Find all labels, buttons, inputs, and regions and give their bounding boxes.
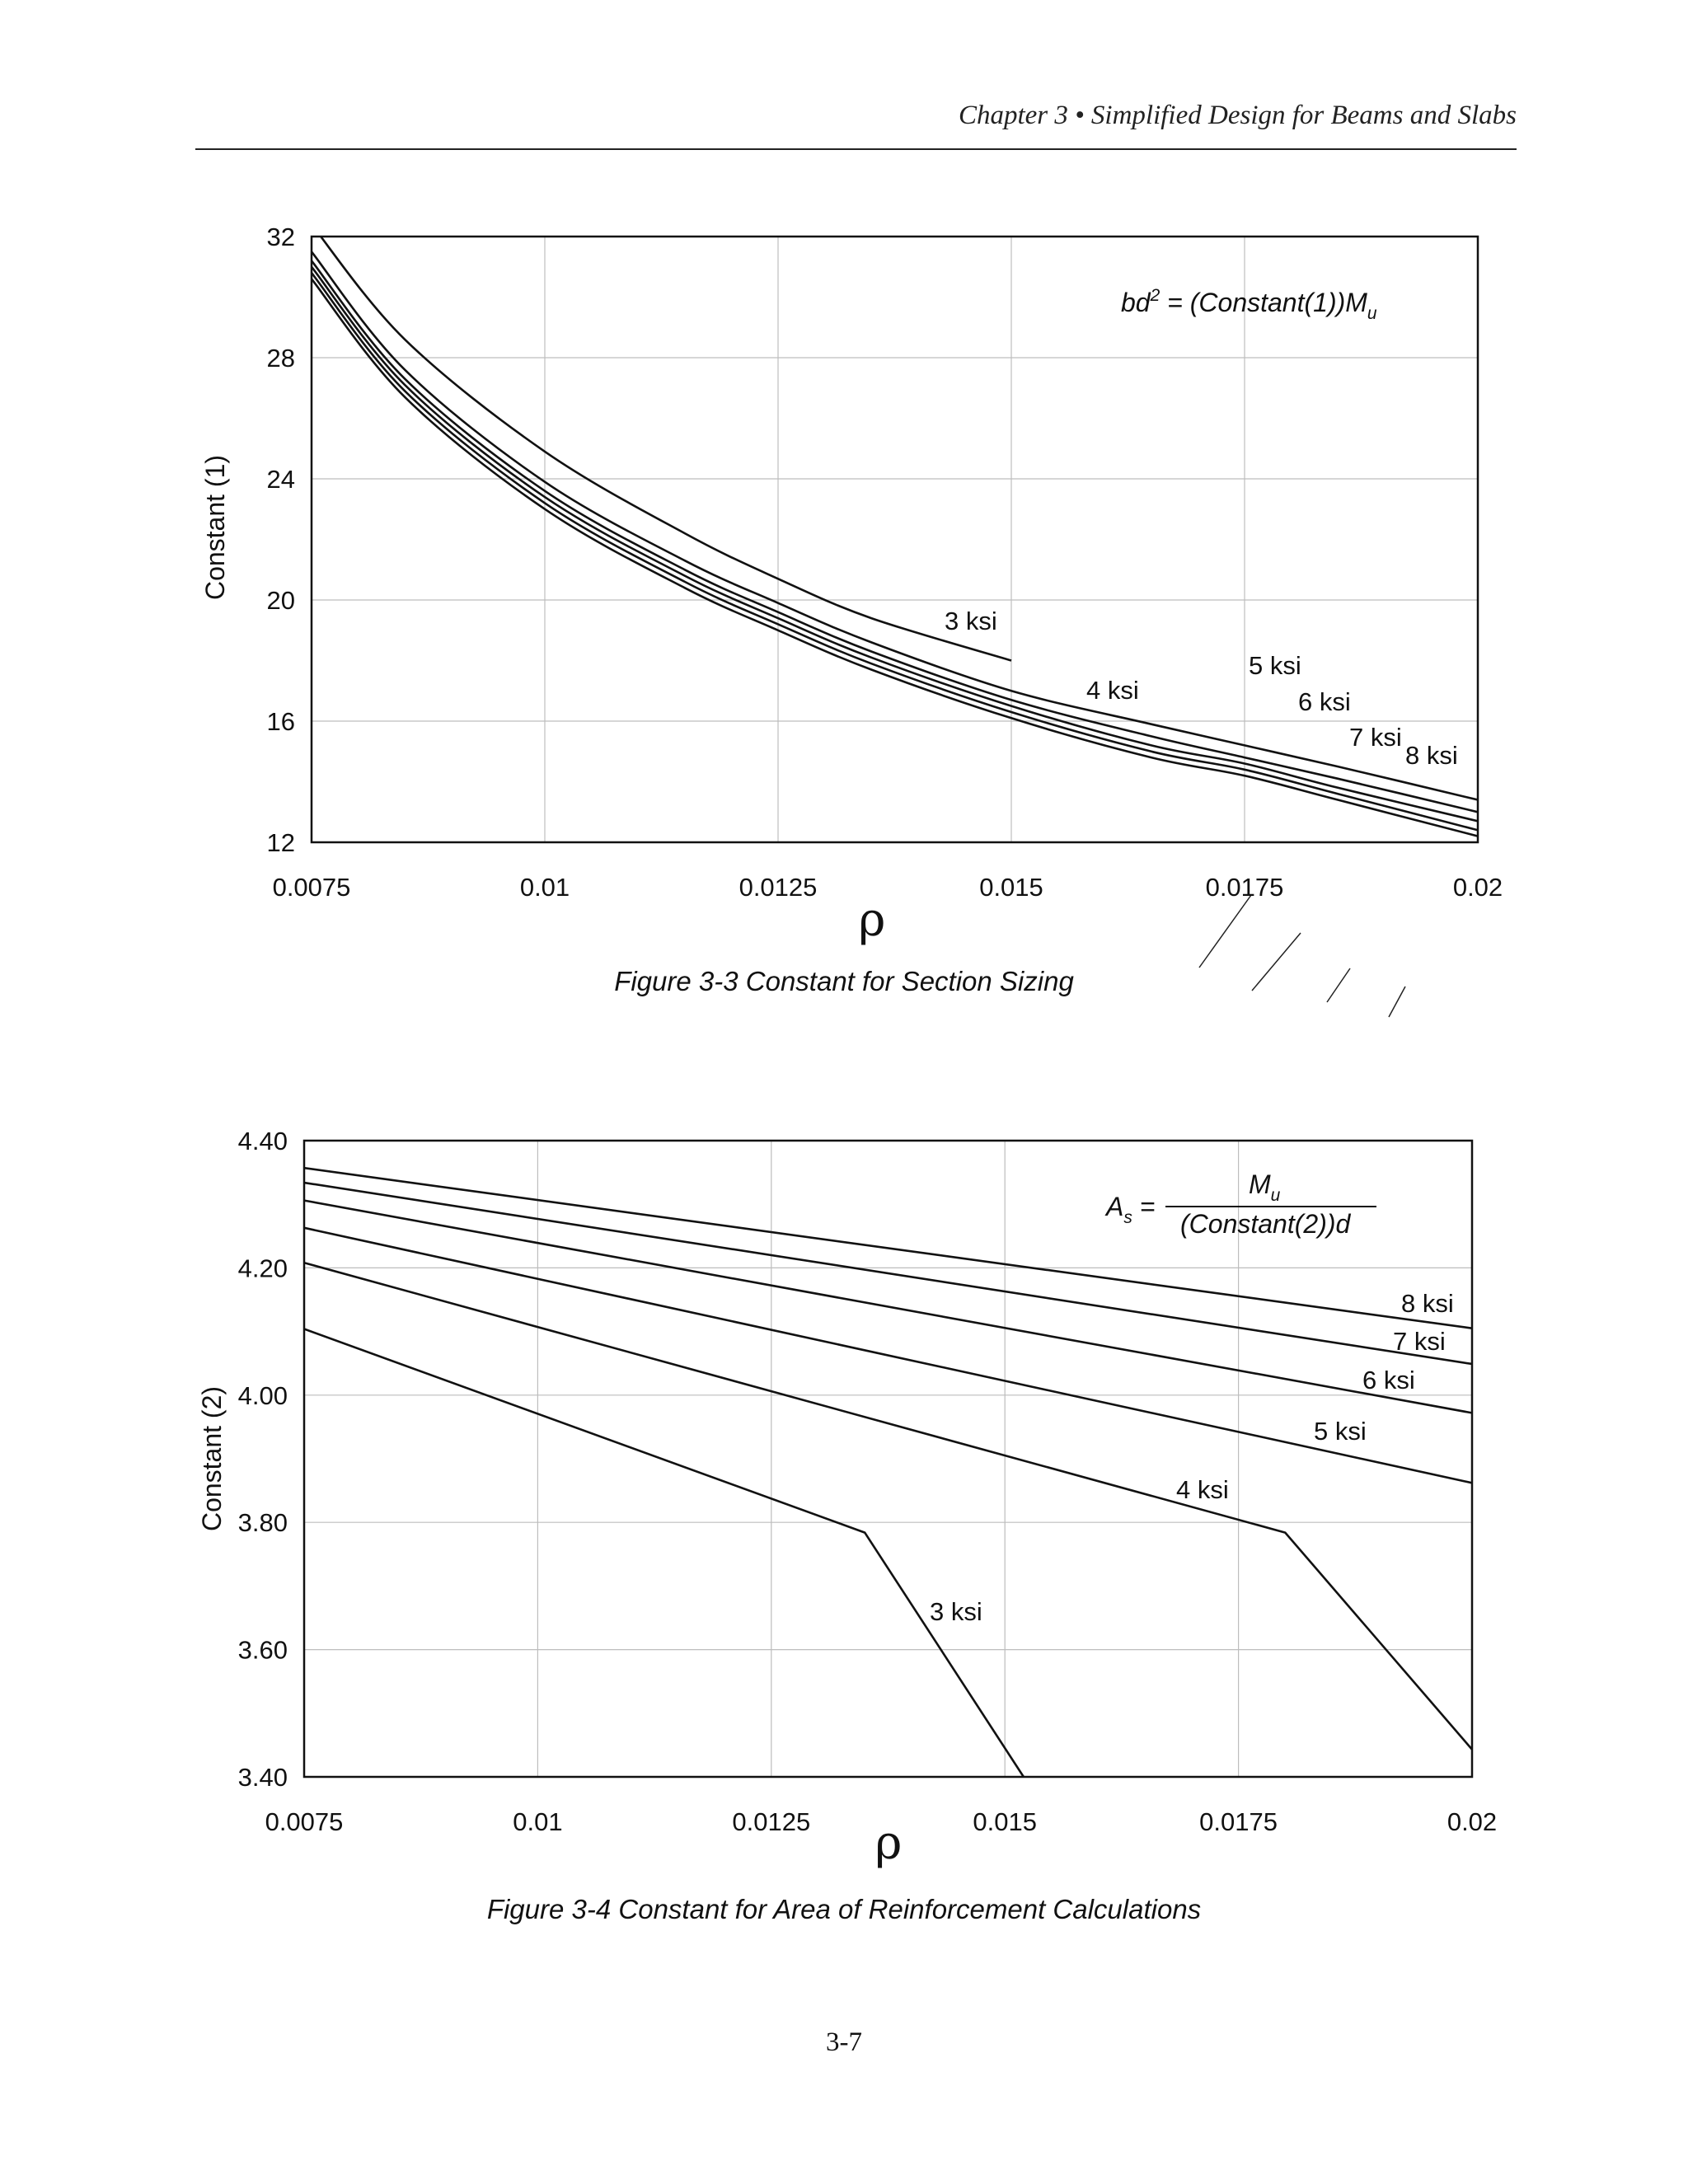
series-label-4ksi: 4 ksi [1086,676,1139,705]
series-label-8ksi: 8 ksi [1401,1289,1454,1318]
y-tick-label: 4.20 [238,1254,288,1282]
formula-rhs: = (Constant(1))M [1160,288,1367,317]
y-tick-label: 32 [267,223,295,251]
y-tick-label: 3.80 [238,1508,288,1537]
series-line-7ksi [304,1181,1472,1366]
formula-annotation: bd2 = (Constant(1))Mu [1121,286,1377,323]
series-labels: 3 ksi 4 ksi 5 ksi 6 ksi 7 ksi 8 ksi [945,607,1458,770]
formula-mu-sub: u [1271,1186,1281,1205]
series-label-6ksi: 6 ksi [1298,687,1351,716]
y-tick-label: 28 [267,344,295,373]
reinforcement-area-chart: 3.40 3.60 3.80 4.00 4.20 4.40 0.0075 0.01 0.012… [197,1127,1498,1870]
series-line-6ksi [304,1199,1472,1414]
formula-as: A [1104,1192,1123,1221]
formula-sup: 2 [1150,286,1160,305]
series-label-5ksi: 5 ksi [1249,651,1301,680]
y-tick-labels: 3.40 3.60 3.80 4.00 4.20 4.40 [238,1127,288,1792]
series-lines [312,237,1478,837]
chapter-title: Chapter 3 • Simplified Design for Beams … [958,101,1517,130]
grid [312,237,1478,842]
series-label-7ksi: 7 ksi [1349,723,1402,752]
plot-frame [310,235,1479,844]
series-label-4ksi: 4 ksi [1176,1475,1229,1504]
formula-mu: M [1249,1169,1271,1199]
section-sizing-chart: 12 16 20 24 28 32 0.0075 0.01 0.0125 0.015 0.0175… [200,223,1503,1018]
x-tick-labels: 0.0075 0.01 0.0125 0.015 0.0175 0.02 [273,873,1503,902]
page-header: Chapter 3 • Simplified Design for Beams … [195,101,1517,150]
series-label-5ksi: 5 ksi [1314,1417,1367,1446]
figure-3-4-caption: Figure 3-4 Constant for Area of Reinforc… [486,1894,1202,1924]
series-line-7ksi [312,272,1478,832]
y-tick-label: 12 [267,828,295,857]
y-tick-label: 4.00 [238,1381,288,1410]
leader-8ksi [1388,986,1406,1018]
series-line-3ksi [319,237,1012,662]
x-tick-label: 0.0175 [1199,1807,1278,1836]
x-tick-label: 0.015 [979,873,1043,902]
formula-sub: u [1367,304,1377,323]
x-tick-label: 0.01 [520,873,570,902]
y-tick-label: 4.40 [238,1127,288,1155]
x-tick-label: 0.015 [973,1807,1037,1836]
series-label-8ksi: 8 ksi [1405,741,1458,770]
grid [304,1141,1472,1777]
formula-annotation: As = Mu (Constant(2))d [1104,1169,1376,1239]
series-lines [304,1166,1472,1777]
series-line-4ksi [304,1261,1472,1750]
y-tick-label: 20 [267,586,295,615]
leader-7ksi [1326,968,1351,1003]
formula-lhs: As = [1104,1192,1155,1227]
x-tick-label: 0.01 [513,1807,562,1836]
leader-5ksi [1198,894,1252,968]
label-leaders [1198,894,1406,1018]
x-tick-label: 0.0075 [265,1807,344,1836]
x-axis-label: ρ [875,1816,903,1870]
x-tick-labels: 0.0075 0.01 0.0125 0.015 0.0175 0.02 [265,1807,1498,1836]
series-line-5ksi [312,260,1478,813]
y-tick-labels: 12 16 20 24 28 32 [267,223,295,857]
series-line-5ksi [304,1226,1472,1484]
series-labels: 8 ksi 7 ksi 6 ksi 5 ksi 4 ksi 3 ksi [930,1289,1454,1626]
figure-3-3-caption: Figure 3-3 Constant for Section Sizing [614,966,1074,996]
x-tick-label: 0.02 [1447,1807,1497,1836]
series-line-6ksi [312,265,1478,823]
formula-numerator: Mu [1249,1169,1281,1205]
y-axis-label: Constant (1) [200,455,230,600]
y-tick-label: 16 [267,707,295,736]
y-tick-label: 3.40 [238,1763,288,1792]
series-label-6ksi: 6 ksi [1362,1366,1415,1394]
leader-6ksi [1251,932,1301,991]
series-label-3ksi: 3 ksi [930,1597,982,1626]
series-label-3ksi: 3 ksi [945,607,997,635]
x-tick-label: 0.0075 [273,873,351,902]
formula-as-sub: s [1123,1208,1132,1227]
y-axis-label: Constant (2) [197,1386,227,1531]
series-line-8ksi [312,278,1478,837]
x-tick-label: 0.0125 [739,873,818,902]
series-line-4ksi [312,251,1478,801]
x-tick-label: 0.0125 [732,1807,810,1836]
x-tick-label: 0.02 [1453,873,1503,902]
x-axis-label: ρ [859,893,886,947]
y-tick-label: 24 [267,465,295,494]
formula-bd: bd [1121,288,1151,317]
formula-eq: = [1132,1192,1156,1221]
series-line-8ksi [304,1166,1472,1329]
series-line-3ksi [304,1328,1025,1777]
series-label-7ksi: 7 ksi [1393,1327,1446,1356]
y-tick-label: 3.60 [238,1636,288,1665]
plot-frame [302,1139,1474,1779]
page-number: 3-7 [826,2027,862,2057]
x-tick-label: 0.0175 [1206,873,1284,902]
formula-denominator: (Constant(2))d [1180,1209,1352,1239]
